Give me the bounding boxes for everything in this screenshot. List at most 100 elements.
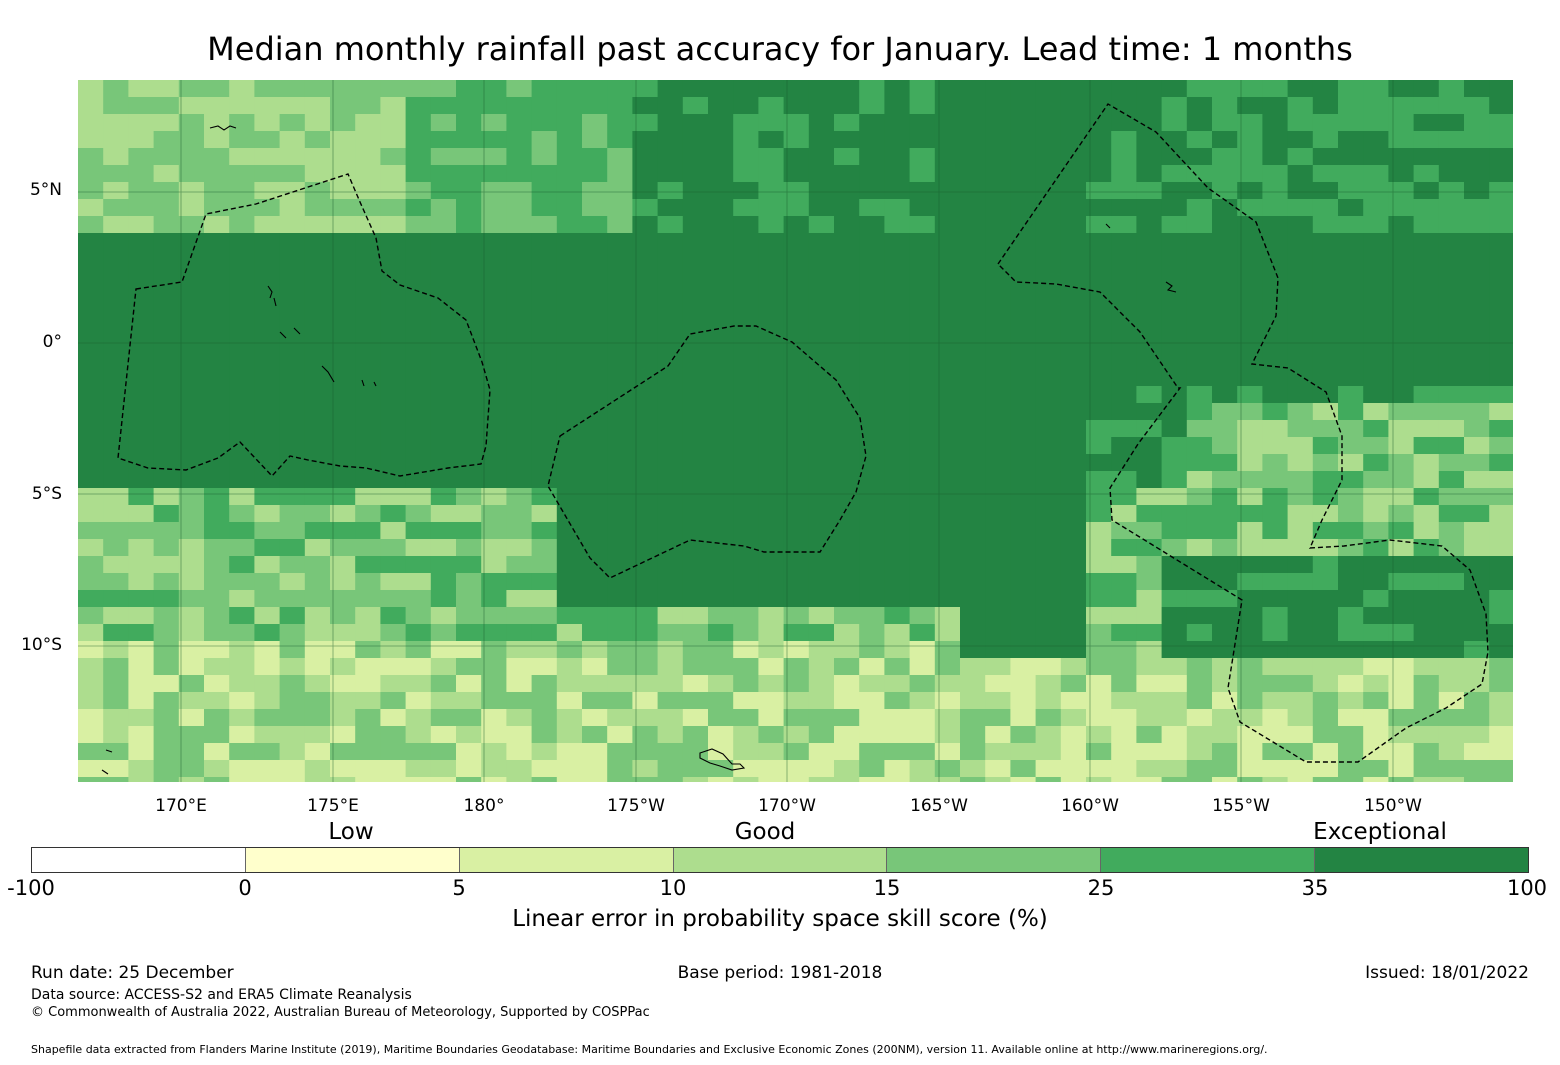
skill-cell	[304, 420, 331, 438]
skill-cell	[1413, 743, 1440, 761]
skill-cell	[1010, 301, 1037, 319]
skill-cell	[758, 658, 785, 676]
skill-cell	[1086, 777, 1112, 782]
skill-cell	[582, 250, 608, 268]
skill-cell	[405, 454, 432, 472]
skill-cell	[1035, 777, 1062, 782]
skill-cell	[1489, 658, 1513, 676]
skill-cell	[380, 114, 407, 132]
skill-cell	[1237, 386, 1263, 404]
skill-cell	[985, 437, 1011, 455]
skill-cell	[128, 675, 155, 693]
skill-cell	[456, 284, 482, 302]
skill-cell	[556, 352, 583, 370]
skill-cell	[758, 590, 785, 608]
skill-cell	[783, 182, 810, 200]
skill-cell	[1388, 284, 1415, 302]
skill-cell	[456, 80, 482, 98]
skill-cell	[582, 488, 608, 506]
skill-cell	[1363, 760, 1389, 778]
skill-cell	[153, 709, 180, 727]
skill-cell	[178, 216, 205, 234]
skill-cell	[1287, 301, 1314, 319]
skill-cell	[279, 437, 306, 455]
skill-cell	[430, 420, 457, 438]
skill-cell	[909, 182, 936, 200]
skill-cell	[1035, 726, 1062, 744]
skill-cell	[405, 131, 432, 149]
category-good: Good	[734, 819, 796, 845]
skill-cell	[783, 114, 810, 132]
skill-cell	[1111, 301, 1137, 319]
skill-cell	[506, 777, 533, 782]
skill-cell	[884, 97, 911, 115]
skill-cell	[1287, 743, 1314, 761]
skill-cell	[229, 624, 255, 642]
skill-cell	[783, 386, 810, 404]
skill-cell	[531, 556, 558, 574]
skill-cell	[405, 726, 432, 744]
skill-cell	[1438, 760, 1465, 778]
skill-cell	[1161, 692, 1188, 710]
skill-cell	[859, 522, 885, 540]
skill-cell	[1136, 335, 1163, 353]
skill-cell	[859, 624, 885, 642]
skill-cell	[708, 522, 734, 540]
skill-cell	[934, 454, 961, 472]
skill-cell	[1010, 267, 1037, 285]
skill-cell	[456, 437, 482, 455]
skill-cell	[859, 675, 885, 693]
skill-cell	[1262, 624, 1289, 642]
skill-cell	[355, 743, 381, 761]
skill-cell	[1086, 386, 1112, 404]
skill-cell	[430, 777, 457, 782]
skill-cell	[607, 301, 633, 319]
skill-cell	[834, 437, 860, 455]
skill-cell	[481, 182, 507, 200]
skill-grid	[78, 80, 1513, 782]
skill-cell	[884, 250, 911, 268]
skill-cell	[1262, 182, 1289, 200]
skill-cell	[153, 675, 180, 693]
skill-cell	[758, 114, 785, 132]
skill-cell	[657, 658, 684, 676]
skill-cell	[909, 114, 936, 132]
skill-cell	[1438, 131, 1465, 149]
skill-cell	[279, 556, 306, 574]
skill-cell	[934, 182, 961, 200]
skill-cell	[909, 488, 936, 506]
skill-cell	[657, 216, 684, 234]
skill-cell	[859, 284, 885, 302]
skill-cell	[1388, 233, 1415, 251]
skill-cell	[1111, 97, 1137, 115]
skill-cell	[733, 233, 759, 251]
skill-cell	[1035, 301, 1062, 319]
skill-cell	[909, 386, 936, 404]
skill-cell	[1035, 488, 1062, 506]
lon-label-155w: 155°W	[1212, 796, 1270, 816]
skill-cell	[934, 760, 961, 778]
skill-cell	[103, 131, 129, 149]
samoa-islands	[699, 748, 746, 771]
skill-cell	[556, 539, 583, 557]
skill-cell	[330, 743, 356, 761]
skill-cell	[128, 131, 155, 149]
skill-cell	[657, 267, 684, 285]
skill-cell	[834, 199, 860, 217]
skill-cell	[1010, 658, 1037, 676]
skill-cell	[103, 573, 129, 591]
skill-cell	[78, 403, 104, 421]
skill-cell	[1060, 233, 1087, 251]
skill-cell	[1060, 301, 1087, 319]
skill-cell	[1464, 556, 1490, 574]
skill-cell	[783, 556, 810, 574]
skill-cell	[783, 318, 810, 336]
skill-cell	[1489, 607, 1513, 625]
skill-cell	[1237, 148, 1263, 166]
skill-cell	[582, 284, 608, 302]
skill-cell	[1438, 216, 1465, 234]
skill-cell	[204, 777, 230, 782]
skill-cell	[909, 454, 936, 472]
skill-cell	[229, 182, 255, 200]
skill-cell	[506, 437, 533, 455]
